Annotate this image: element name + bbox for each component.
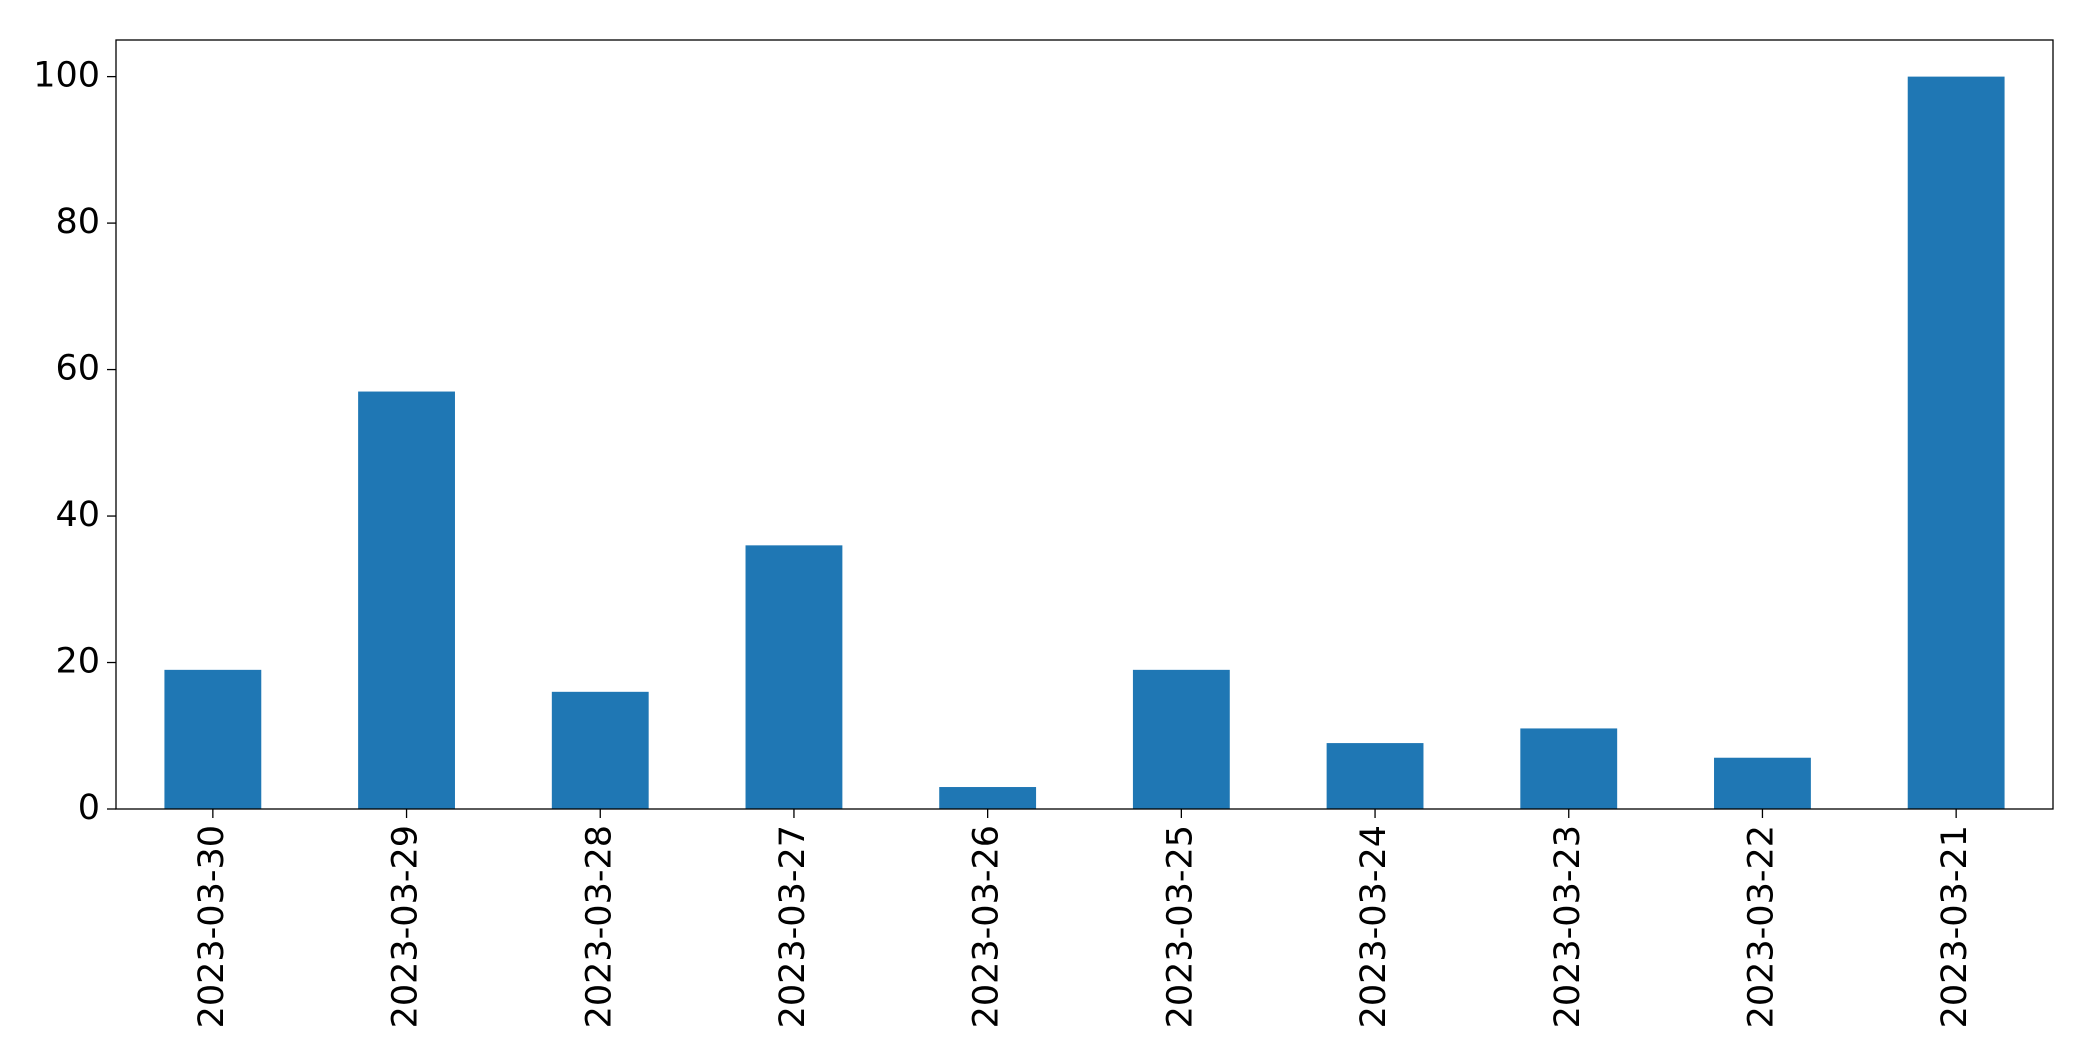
bar (1714, 757, 1811, 809)
bar (1520, 728, 1618, 809)
bar (939, 787, 1037, 809)
x-tick-label: 2023-03-30 (192, 825, 232, 1028)
x-tick-label: 2023-03-24 (1354, 825, 1394, 1028)
x-tick-label: 2023-03-28 (579, 825, 619, 1028)
bar (1907, 76, 2005, 810)
x-tick-label: 2023-03-27 (773, 825, 813, 1028)
bar (745, 545, 843, 809)
y-tick-label: 80 (55, 202, 100, 242)
x-tick-label: 2023-03-21 (1935, 825, 1975, 1028)
y-tick-label: 0 (78, 788, 100, 828)
bar (164, 669, 262, 809)
bar (358, 391, 455, 809)
x-tick-label: 2023-03-22 (1741, 825, 1781, 1028)
bar (1132, 669, 1230, 809)
axes-frame (115, 39, 2054, 810)
x-tick-label: 2023-03-29 (386, 825, 426, 1028)
bar (1326, 743, 1424, 809)
x-tick-label: 2023-03-23 (1548, 825, 1588, 1028)
y-tick-label: 60 (55, 349, 100, 389)
y-tick-label: 100 (33, 56, 100, 96)
bar (551, 691, 649, 809)
x-tick-label: 2023-03-25 (1160, 825, 1200, 1028)
y-tick-label: 40 (55, 495, 100, 535)
x-tick-label: 2023-03-26 (967, 825, 1007, 1028)
y-tick-label: 20 (55, 642, 100, 682)
